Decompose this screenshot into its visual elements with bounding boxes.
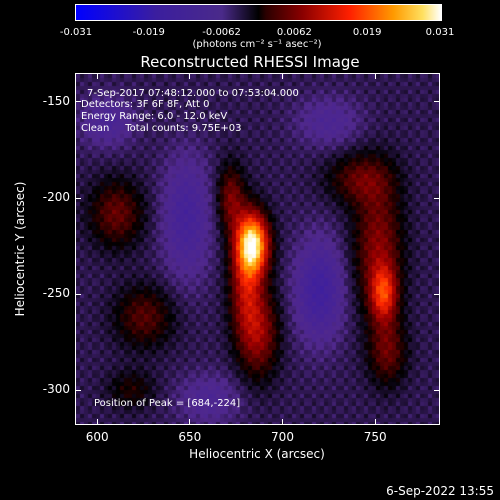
x-tick-mark: [189, 73, 191, 79]
x-tick-label: 700: [271, 430, 294, 444]
y-tick-mark: [75, 197, 81, 199]
y-tick-mark: [434, 293, 440, 295]
colorbar-tick-label: 0.031: [425, 27, 455, 38]
chart-title: Reconstructed RHESSI Image: [140, 53, 360, 71]
colorbar-tick-label: 0.019: [352, 27, 382, 38]
x-axis-label: Heliocentric X (arcsec): [189, 447, 325, 461]
y-tick-label: -250: [42, 286, 70, 301]
colorbar-unit: (photons cm⁻² s⁻¹ asec⁻²): [192, 39, 322, 50]
y-tick-label: -300: [42, 382, 70, 397]
x-tick-mark: [189, 419, 191, 425]
x-tick-mark: [374, 73, 376, 79]
x-tick-label: 600: [85, 430, 109, 444]
colorbar-tick-label: -0.031: [59, 27, 93, 38]
image-plot: [75, 73, 440, 425]
annotation-time: 7-Sep-2017 07:48:12.000 to 07:53:04.000: [87, 88, 299, 99]
x-tick-mark: [96, 73, 98, 79]
y-tick-mark: [434, 197, 440, 199]
footer-timestamp: 6-Sep-2022 13:55: [386, 484, 494, 498]
x-tick-mark: [282, 419, 283, 425]
x-tick-label: 650: [178, 430, 202, 444]
y-tick-mark: [75, 293, 81, 295]
x-tick-mark: [374, 419, 376, 425]
y-tick-mark: [75, 101, 81, 103]
x-tick-mark: [96, 419, 98, 425]
y-tick-label: -150: [42, 93, 70, 108]
colorbar-tick-label: -0.019: [132, 27, 165, 38]
y-tick-label: -200: [42, 190, 70, 205]
heatmap-image: [76, 74, 439, 424]
colorbar-tick-label: 0.0062: [276, 27, 312, 38]
annotation-peak: Position of Peak = [684,-224]: [94, 398, 241, 409]
y-tick-mark: [434, 101, 440, 103]
colorbar: [75, 4, 442, 21]
annotation-clean: Clean Total counts: 9.75E+03: [81, 123, 242, 134]
y-tick-mark: [75, 389, 81, 391]
y-tick-mark: [434, 389, 440, 391]
annotation-energy: Energy Range: 6.0 - 12.0 keV: [81, 111, 228, 122]
y-axis-label: Heliocentric Y (arcsec): [13, 181, 27, 317]
x-tick-mark: [282, 73, 283, 79]
annotation-detectors: Detectors: 3F 6F 8F, Att 0: [81, 99, 210, 110]
colorbar-tick-label: -0.0062: [202, 27, 241, 38]
x-tick-label: 750: [363, 430, 387, 444]
